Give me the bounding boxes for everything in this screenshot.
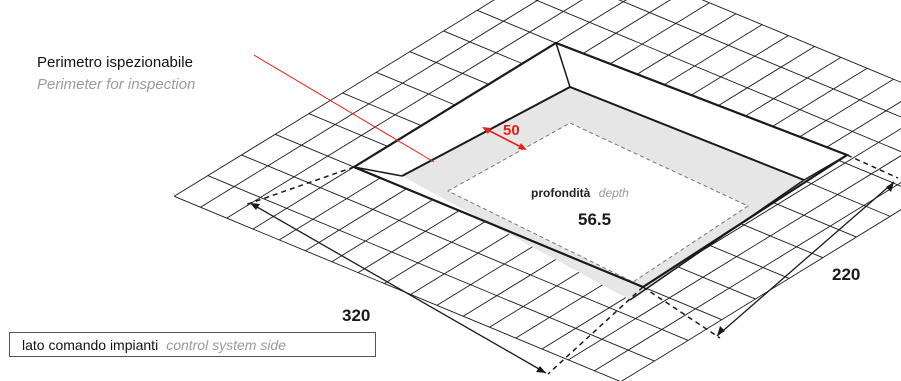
grid-line — [701, 0, 901, 83]
length-dimension-value: 220 — [832, 265, 860, 284]
extension-line — [244, 166, 355, 206]
width-dimension-value: 320 — [342, 306, 370, 325]
pit-wall-edge-back — [555, 42, 571, 88]
control-side-legend: lato comando impianti control system sid… — [9, 332, 376, 357]
depth-label-en: depth — [599, 186, 629, 200]
pit-wall-edge-left — [353, 166, 403, 177]
dimension-line-320 — [249, 202, 547, 374]
grid-line — [534, 0, 901, 153]
pit-wall-edge-right — [803, 154, 848, 181]
grid-line — [174, 195, 621, 381]
pit-floor — [446, 122, 750, 283]
extension-line — [547, 286, 644, 375]
extension-line — [642, 286, 721, 339]
grid-line — [618, 0, 901, 118]
control-side-label: lato comando impianti — [22, 336, 159, 353]
depth-label-it: profondità — [531, 186, 591, 200]
pit-bottom-edge-front — [629, 179, 805, 301]
perimeter-width-value: 50 — [503, 122, 520, 139]
grid-line — [241, 154, 689, 341]
perimeter-label: Perimetro ispezionabile — [37, 54, 193, 71]
dimension-line-220 — [716, 181, 895, 337]
grid-line — [207, 175, 655, 362]
perimeter-label-en: Perimeter for inspection — [37, 76, 195, 93]
depth-label: profondità depth — [531, 184, 629, 201]
control-side-label-en: control system side — [166, 336, 287, 353]
depth-value: 56.5 — [578, 210, 611, 229]
perimeter-leader-line — [253, 54, 435, 163]
perimeter-width-arrow — [482, 127, 527, 150]
extension-line — [846, 154, 899, 179]
